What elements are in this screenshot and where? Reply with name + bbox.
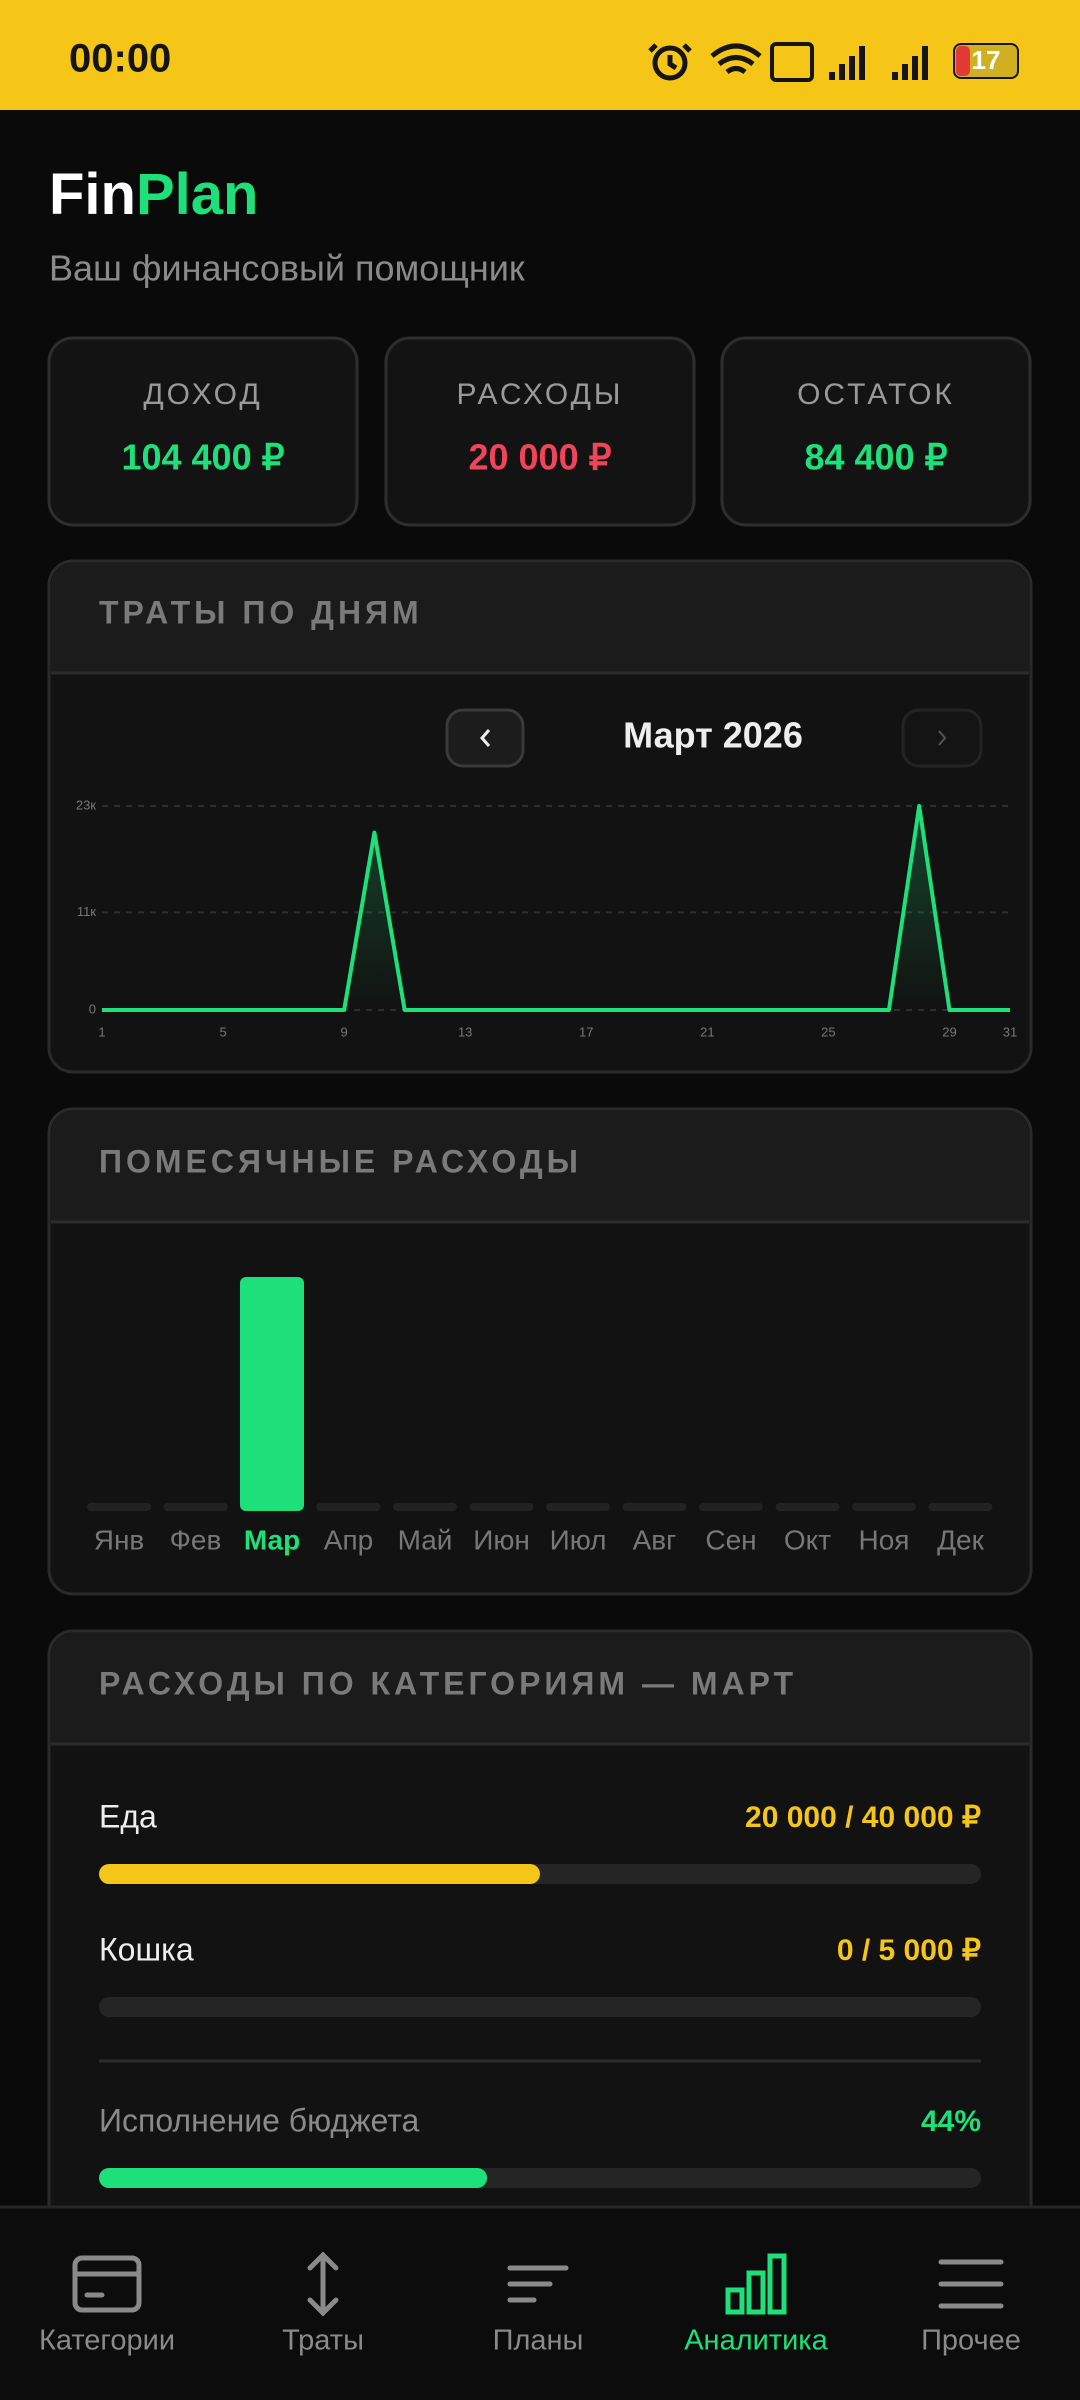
execution-value: 44% bbox=[921, 2105, 981, 2138]
brand: FinPlan bbox=[49, 162, 258, 227]
bar-track bbox=[87, 1503, 151, 1511]
brand-primary: Fin bbox=[49, 162, 136, 227]
bar-track bbox=[393, 1503, 457, 1511]
card-label: РАСХОДЫ bbox=[457, 378, 624, 411]
execution-label: Исполнение бюджета bbox=[99, 2102, 420, 2138]
panel bbox=[47, 559, 1033, 1074]
x-tick-label: 21 bbox=[700, 1024, 714, 1039]
nav-icon bbox=[507, 2265, 569, 2303]
card-value: 84 400 ₽ bbox=[804, 437, 947, 478]
prev-month-button[interactable] bbox=[445, 708, 525, 768]
bar-track bbox=[928, 1503, 993, 1511]
x-tick-label: 5 bbox=[219, 1024, 226, 1039]
battery-level bbox=[956, 46, 970, 76]
bar-track bbox=[316, 1503, 381, 1511]
bar-track bbox=[546, 1503, 610, 1511]
panel-header bbox=[51, 1700, 1029, 1744]
card-value: 104 400 ₽ bbox=[121, 437, 284, 478]
nav-label: Категории bbox=[39, 2325, 175, 2357]
nav-item[interactable]: Прочее bbox=[921, 2259, 1021, 2357]
panel-title: ПОМЕСЯЧНЫЕ РАСХОДЫ bbox=[99, 1143, 582, 1179]
x-tick-label: Окт bbox=[784, 1524, 831, 1555]
nav-icon bbox=[725, 2253, 787, 2315]
x-tick-label: Мар bbox=[244, 1524, 300, 1555]
nav-items: Категории Траты Планы Аналитика Прочее bbox=[39, 2251, 1021, 2357]
progress-track bbox=[99, 1997, 981, 2017]
line-chart: 0 11к 23к 1 5 9 13 17 21 25 29 31 bbox=[76, 797, 1017, 1039]
brand-accent: Plan bbox=[136, 162, 259, 227]
nav-label: Прочее bbox=[921, 2325, 1021, 2357]
nav-label: Аналитика bbox=[684, 2325, 828, 2357]
nav-label: Планы bbox=[493, 2325, 584, 2357]
nav-icon bbox=[72, 2255, 142, 2313]
category-name: Кошка bbox=[99, 1931, 194, 1967]
bar-track bbox=[163, 1503, 228, 1511]
status-bar bbox=[0, 0, 1080, 110]
category-amount: 20 000 / 40 000 ₽ bbox=[745, 1801, 981, 1834]
bar-track bbox=[699, 1503, 763, 1511]
bar-track bbox=[775, 1503, 840, 1511]
x-tick-label: Янв bbox=[94, 1524, 145, 1555]
x-tick-label: Авг bbox=[633, 1524, 677, 1555]
x-tick-label: Дек bbox=[937, 1524, 985, 1555]
next-month-button[interactable] bbox=[901, 708, 983, 768]
progress-bar bbox=[99, 2168, 488, 2188]
nav-item[interactable]: Категории bbox=[39, 2255, 175, 2357]
y-tick-label: 11к bbox=[77, 904, 96, 919]
category-amount: 0 / 5 000 ₽ bbox=[837, 1934, 981, 1967]
nav-item[interactable]: Планы bbox=[493, 2265, 584, 2357]
x-tick-label: 31 bbox=[1003, 1024, 1017, 1039]
progress-bar bbox=[99, 1864, 540, 1884]
nav-label: Траты bbox=[282, 2325, 364, 2357]
battery-text: 17 bbox=[972, 45, 1001, 75]
category-list: Еда 20 000 / 40 000 ₽ Кошка 0 / 5 000 ₽ bbox=[99, 1798, 981, 2017]
x-tick-label: Апр bbox=[324, 1524, 373, 1555]
panel-title: ТРАТЫ ПО ДНЯМ bbox=[99, 594, 423, 630]
bar-chart: Янв Фев Мар Апр Май Июн Июл Авг Сен Окт Ноя Дек bbox=[87, 1277, 993, 1555]
bottom-nav bbox=[0, 2207, 1080, 2400]
bar-track bbox=[469, 1503, 534, 1511]
x-tick-label: Фев bbox=[170, 1524, 222, 1555]
x-tick-label: 1 bbox=[98, 1024, 105, 1039]
nav-icon bbox=[307, 2251, 339, 2317]
x-tick-label: 29 bbox=[942, 1024, 956, 1039]
category-name: Еда bbox=[99, 1798, 157, 1834]
summary-cards: ДОХОД 104 400 ₽ РАСХОДЫ 20 000 ₽ ОСТАТОК 84 4… bbox=[47, 336, 1032, 527]
execution-progress bbox=[99, 2168, 488, 2188]
area bbox=[102, 806, 1010, 1010]
nav-item[interactable]: Траты bbox=[282, 2251, 364, 2357]
nav-icon bbox=[938, 2259, 1004, 2309]
bar-track bbox=[622, 1503, 687, 1511]
bar-track bbox=[852, 1503, 916, 1511]
line bbox=[102, 804, 1010, 1012]
x-tick-label: Май bbox=[398, 1524, 453, 1555]
period: Март 2026 bbox=[623, 715, 803, 756]
x-tick-label: Ноя bbox=[859, 1524, 910, 1555]
summary-card bbox=[384, 336, 696, 527]
card-label: ОСТАТОК bbox=[797, 378, 955, 411]
x-tick-label: Июл bbox=[550, 1524, 607, 1555]
x-tick-label: 13 bbox=[458, 1024, 472, 1039]
x-tick-label: Сен bbox=[705, 1524, 756, 1555]
x-tick-label: 25 bbox=[821, 1024, 835, 1039]
status-icons bbox=[648, 42, 928, 82]
status-time: 00:00 bbox=[69, 37, 171, 81]
summary-card bbox=[720, 336, 1032, 527]
x-tick-label: Июн bbox=[473, 1524, 530, 1555]
nav-item[interactable]: Аналитика bbox=[684, 2253, 829, 2357]
card-label: ДОХОД bbox=[143, 378, 262, 411]
card-value: 20 000 ₽ bbox=[468, 437, 611, 478]
bar bbox=[240, 1277, 304, 1511]
y-tick-label: 23к bbox=[76, 797, 96, 812]
panel-header bbox=[51, 1180, 1029, 1222]
x-tick-label: 9 bbox=[341, 1024, 348, 1039]
x-tick-label: 17 bbox=[579, 1024, 593, 1039]
subtitle: Ваш финансовый помощник bbox=[49, 248, 525, 289]
y-tick-label: 0 bbox=[89, 1001, 96, 1016]
panel-title: РАСХОДЫ ПО КАТЕГОРИЯМ — МАРТ bbox=[99, 1665, 797, 1701]
summary-card bbox=[47, 336, 359, 527]
panel-header bbox=[51, 630, 1029, 673]
